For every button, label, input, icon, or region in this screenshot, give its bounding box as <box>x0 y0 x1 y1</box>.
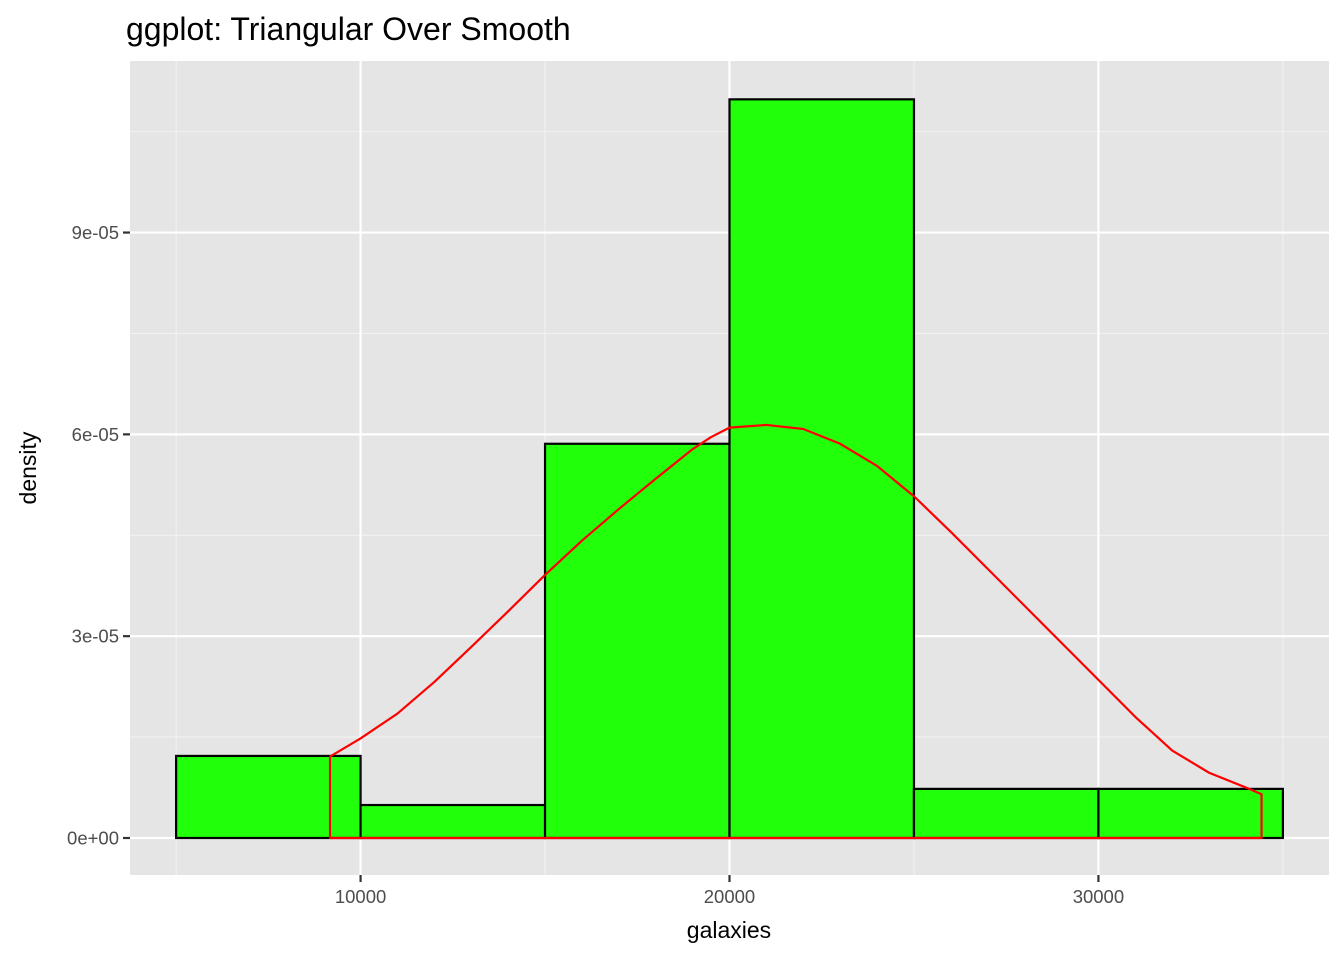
y-tick-label: 3e-05 <box>72 626 119 647</box>
histogram-bar-3 <box>543 442 731 840</box>
density-curve <box>328 423 1263 840</box>
histogram-bar-4 <box>728 98 916 840</box>
x-axis: 10000 20000 30000 <box>335 875 1124 907</box>
histogram-bar-6 <box>1097 787 1284 840</box>
x-tick-label: 10000 <box>335 886 386 907</box>
x-tick-label: 20000 <box>704 886 755 907</box>
y-tick-label: 6e-05 <box>72 424 119 445</box>
chart-title: ggplot: Triangular Over Smooth <box>126 11 571 47</box>
y-tick-label: 9e-05 <box>72 222 119 243</box>
x-axis-title: galaxies <box>687 917 771 943</box>
x-tick-label: 30000 <box>1073 886 1124 907</box>
y-axis-title: density <box>15 431 41 504</box>
histogram-bars <box>175 98 1284 840</box>
histogram-bar-2 <box>359 803 547 840</box>
histogram-bar-5 <box>912 787 1100 840</box>
y-tick-label: 0e+00 <box>67 828 119 849</box>
density-curve-layer <box>328 423 1263 840</box>
y-axis: 0e+00 3e-05 6e-05 9e-05 <box>67 222 130 849</box>
histogram-bar-1 <box>175 754 362 840</box>
